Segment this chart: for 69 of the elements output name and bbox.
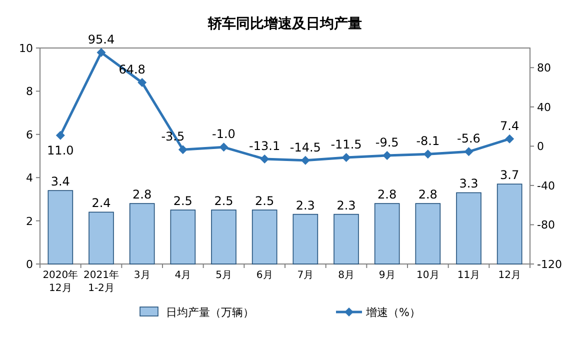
legend-label: 增速（%） [365, 306, 420, 319]
bar [129, 203, 155, 264]
data-label: 3.7 [500, 168, 520, 182]
data-label: 3.3 [459, 176, 478, 191]
data-label: 95.4 [88, 32, 115, 47]
bar [496, 184, 522, 264]
point [505, 134, 514, 144]
y-tick-label: 8 [26, 85, 33, 98]
chart-title: 轿车同比增速及日均产量 [207, 15, 362, 32]
data-label: -11.5 [330, 137, 362, 152]
x-tick-label: 4月 [174, 270, 192, 281]
y-tick-label: 4 [26, 172, 33, 185]
data-label: -13.1 [249, 139, 280, 154]
x-tick-label: 11月 [457, 270, 480, 281]
x-tick-label: 5月 [216, 270, 232, 281]
bar [252, 210, 278, 264]
data-label: 2.8 [418, 188, 438, 202]
legend-label: 日均产量（万辆） [166, 306, 254, 319]
bar [456, 192, 482, 264]
x-tick-label: 2020年 12月 [42, 269, 78, 294]
data-label: 2.3 [296, 198, 315, 212]
y-tick-label: 2 [26, 214, 33, 228]
point [96, 48, 106, 58]
y-tick-label: 10 [19, 42, 33, 55]
point [138, 78, 147, 88]
point [178, 145, 188, 154]
bar [292, 214, 318, 264]
data-label: 2.4 [92, 196, 111, 210]
data-label: 11.0 [47, 143, 74, 158]
point [342, 152, 351, 162]
point [56, 130, 65, 140]
point [219, 142, 228, 152]
data-label: -5.6 [457, 132, 480, 146]
data-label: 2.5 [214, 194, 234, 208]
bar [48, 190, 74, 264]
x-tick-label: 10月 [416, 270, 440, 281]
data-label: 2.5 [255, 194, 274, 208]
x-tick-label: 6月 [256, 270, 273, 281]
y2-tick-label: 80 [537, 62, 551, 75]
y-tick-label: 0 [26, 258, 33, 271]
data-label: -1.0 [212, 127, 236, 142]
y-tick-label: 6 [26, 128, 33, 142]
y2-tick-label: -40 [537, 179, 555, 192]
bar [374, 203, 400, 264]
y2-tick-label: -120 [537, 258, 562, 271]
bar [211, 210, 236, 264]
bar [170, 210, 196, 264]
data-label: -8.1 [416, 134, 440, 148]
point [464, 147, 474, 156]
y2-tick-label: 40 [537, 100, 551, 114]
x-tick-label: 7月 [297, 270, 314, 281]
x-tick-label: 8月 [338, 270, 354, 281]
data-label: 2.8 [132, 188, 152, 202]
data-label: -9.5 [375, 136, 399, 150]
bar [415, 203, 441, 264]
x-tick-label: 12月 [498, 270, 521, 281]
data-label: -14.5 [290, 140, 321, 154]
x-tick-label: 2021年 1-2月 [84, 269, 119, 294]
x-tick-label: 9月 [378, 270, 396, 281]
bar [334, 214, 359, 264]
y2-tick-label: -80 [537, 218, 555, 232]
data-label: 2.5 [173, 194, 192, 208]
y2-tick-label: 0 [537, 140, 544, 154]
data-label: 7.4 [500, 118, 520, 133]
data-label: 2.8 [378, 188, 397, 202]
data-label: 3.4 [50, 174, 70, 189]
bar [88, 212, 114, 264]
x-tick-label: 3月 [134, 270, 150, 281]
data-label: 2.3 [336, 198, 356, 212]
